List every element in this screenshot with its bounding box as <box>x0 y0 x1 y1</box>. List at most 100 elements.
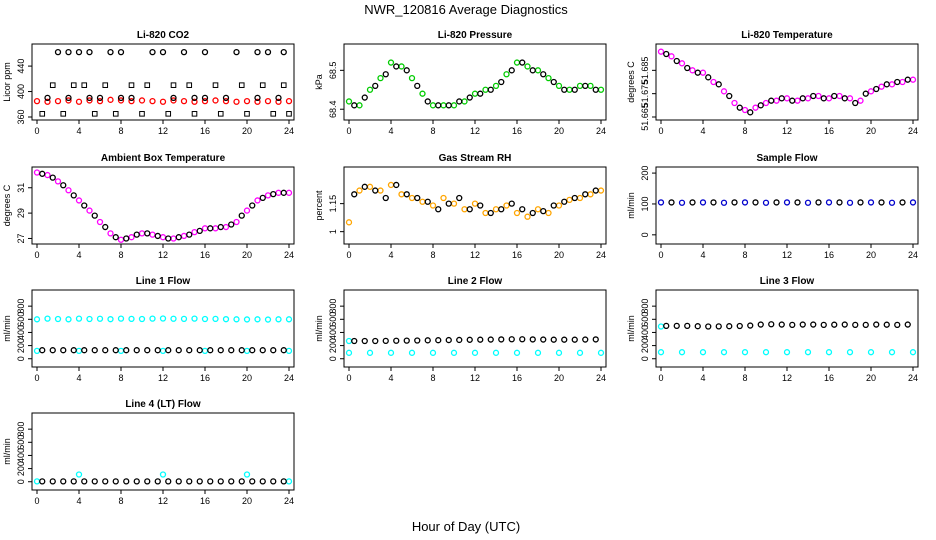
ambient-box-temperature-point <box>54 178 62 185</box>
gas-stream-rh-point <box>440 194 447 202</box>
line-1-flow-point <box>159 347 167 355</box>
sample-flow-point <box>825 199 833 206</box>
gas-stream-rh-point <box>372 187 379 194</box>
line-3-flow-point <box>888 349 896 356</box>
li-820-pressure-point <box>408 74 416 82</box>
li-820-co2-point <box>254 98 261 105</box>
li-820-co2-point <box>70 82 77 88</box>
line-1-flow-point <box>123 347 130 354</box>
ambient-box-temperature-point <box>191 228 198 236</box>
li-820-pressure-ylabel: kPa <box>314 74 324 90</box>
ambient-box-temperature-series-1 <box>33 169 293 243</box>
line-1-flow-point <box>65 316 72 323</box>
line-3-flow-point <box>684 322 691 330</box>
line-3-flow-point <box>804 349 812 356</box>
li-820-co2-ytick-label: 360 <box>16 109 26 124</box>
line-2-flow-title: Line 2 Flow <box>448 276 503 287</box>
li-820-co2-point <box>191 94 198 102</box>
gas-stream-rh-point <box>351 191 358 198</box>
li-820-pressure-point <box>576 82 584 90</box>
line-1-flow-point <box>212 315 219 323</box>
line-4-lt-flow-point <box>91 478 98 485</box>
ambient-box-temperature-xtick-label: 8 <box>118 250 123 260</box>
li-820-temperature-xtick-label: 4 <box>700 126 705 136</box>
li-820-co2-point <box>280 82 287 88</box>
sample-flow-xtick-label: 12 <box>782 250 792 260</box>
panel-ambient-box-temperature: Ambient Box Temperature degrees C 0 4 8 12 16 2… <box>2 153 295 260</box>
li-820-pressure-point <box>398 63 405 70</box>
li-820-co2-series-1 <box>33 96 293 105</box>
li-820-co2-point <box>91 111 98 117</box>
sample-flow-ytick-label: 100 <box>640 196 650 211</box>
li-820-co2-xtick-label: 16 <box>200 126 210 136</box>
li-820-co2-point <box>222 97 230 105</box>
gas-stream-rh-point <box>524 213 531 220</box>
sample-flow-point <box>752 199 759 206</box>
ambient-box-temperature-point <box>128 234 135 241</box>
gas-stream-rh-point <box>435 206 442 213</box>
ambient-box-temperature-point <box>217 223 224 231</box>
line-2-flow-point <box>456 336 463 344</box>
ambient-box-temperature-point <box>96 218 104 226</box>
li-820-co2-xtick-label: 20 <box>242 126 252 136</box>
sample-flow-title: Sample Flow <box>756 153 817 164</box>
li-820-co2-point <box>275 94 282 102</box>
ambient-box-temperature-point <box>138 230 146 237</box>
line-3-flow-ylabel: ml/min <box>626 315 636 342</box>
line-4-lt-flow-title: Line 4 (LT) Flow <box>125 399 201 410</box>
ambient-box-temperature-point <box>117 236 125 243</box>
li-820-pressure-xtick-label: 8 <box>430 126 435 136</box>
ambient-box-temperature-point <box>285 189 293 196</box>
line-2-flow-point <box>382 337 389 345</box>
sample-flow-point <box>720 199 728 206</box>
line-3-flow-point <box>726 323 733 330</box>
line-2-flow-point <box>466 336 473 343</box>
li-820-temperature-point <box>726 92 733 100</box>
line-2-flow-point <box>519 336 526 343</box>
li-820-temperature-point <box>778 95 785 102</box>
li-820-co2-point <box>54 48 62 56</box>
line-1-flow-point <box>238 347 245 354</box>
gas-stream-rh-ylabel: percent <box>314 190 324 221</box>
line-4-lt-flow-point <box>133 478 140 485</box>
line-4-lt-flow-point <box>243 471 251 478</box>
ambient-box-temperature-xtick-label: 24 <box>284 250 294 260</box>
li-820-co2-series-3 <box>49 82 287 88</box>
li-820-co2-point <box>75 98 83 105</box>
figure-title: NWR_120816 Average Diagnostics <box>364 2 568 17</box>
line-2-flow-xtick-label: 0 <box>346 373 351 383</box>
li-820-pressure-point <box>492 82 500 90</box>
line-4-lt-flow-ytick-label: 600 <box>16 435 26 450</box>
line-2-flow-point <box>513 349 521 356</box>
li-820-temperature-point <box>736 104 743 111</box>
li-820-co2-point <box>212 97 219 104</box>
line-2-flow-point <box>393 337 400 344</box>
li-820-co2-point <box>96 97 104 105</box>
li-820-co2-point <box>186 82 193 88</box>
li-820-temperature-point <box>825 95 833 102</box>
ambient-box-temperature-point <box>170 235 177 242</box>
li-820-pressure-point <box>529 67 536 74</box>
line-1-flow-point <box>102 347 109 354</box>
line-4-lt-flow-point <box>70 478 77 485</box>
line-2-flow-point <box>435 337 442 344</box>
panel-line-3-flow: Line 3 Flow ml/min 0 4 8 12 16 20 24 0 20040060080… <box>626 276 919 383</box>
line-2-flow-point <box>487 336 494 343</box>
li-820-temperature-point <box>883 81 890 88</box>
line-2-flow-point <box>555 349 563 356</box>
li-820-co2-point <box>117 94 125 102</box>
li-820-temperature-point <box>794 97 801 104</box>
ambient-box-temperature-xtick-label: 20 <box>242 250 252 260</box>
li-820-co2-point <box>60 111 67 117</box>
gas-stream-rh-point <box>387 181 395 189</box>
line-1-flow-point <box>154 347 161 354</box>
li-820-temperature-point <box>831 92 838 100</box>
sample-flow-point <box>878 199 885 206</box>
ambient-box-temperature-ytick-label: 27 <box>16 233 26 243</box>
line-4-lt-flow-xtick-label: 12 <box>158 496 168 506</box>
line-4-lt-flow-point <box>102 478 109 485</box>
li-820-temperature-point <box>789 97 796 104</box>
sample-flow-point <box>804 199 812 206</box>
li-820-temperature-point <box>899 78 906 86</box>
ambient-box-temperature-point <box>65 187 72 194</box>
